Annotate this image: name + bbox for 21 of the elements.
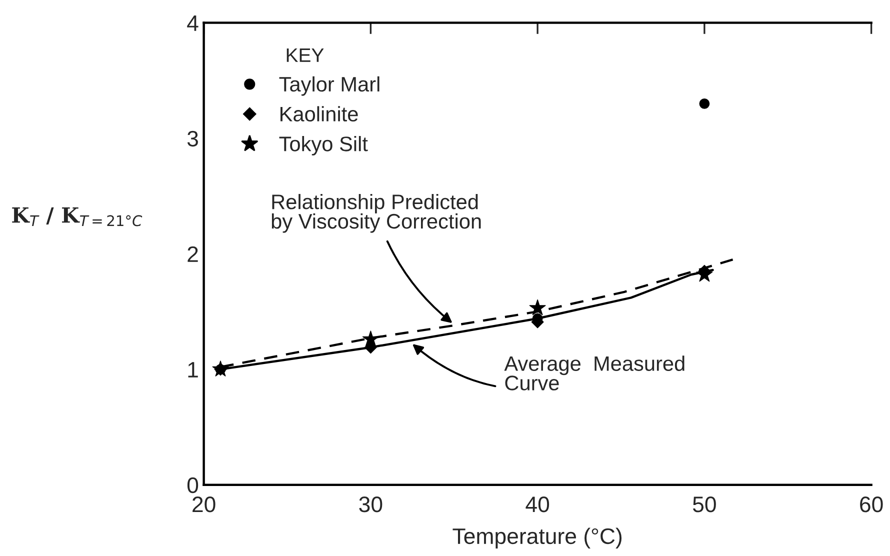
y-tick-label: 4	[187, 16, 198, 31]
legend-label: Taylor Marl	[279, 76, 380, 96]
point	[362, 330, 379, 346]
y-axis-title: K$_{T}$ / K$_{T=21°C}$	[12, 207, 142, 226]
x-tick-label: 60	[860, 496, 883, 512]
point	[529, 299, 546, 316]
point	[699, 98, 710, 109]
x-tick-label: 20	[192, 496, 216, 512]
y-tick-label: 2	[188, 246, 198, 262]
annotation: Relationship Predicted by Viscosity Correction	[272, 194, 481, 233]
legend-title: KEY	[286, 48, 324, 62]
x-tick-label: 30	[359, 496, 382, 512]
y-tick-label: 3	[187, 130, 198, 147]
legend-label: Tokyo Silt	[279, 136, 368, 156]
x-tick-label: 40	[526, 496, 550, 512]
x-tick-label: 50	[692, 496, 716, 512]
x-axis-title: Temperature (°C)	[452, 528, 622, 548]
y-tick-label: 1	[188, 362, 198, 378]
annotation: Average Measured Curve	[504, 356, 684, 390]
y-tick-label: 0	[187, 477, 198, 494]
legend-label: Kaolinite	[280, 106, 358, 122]
